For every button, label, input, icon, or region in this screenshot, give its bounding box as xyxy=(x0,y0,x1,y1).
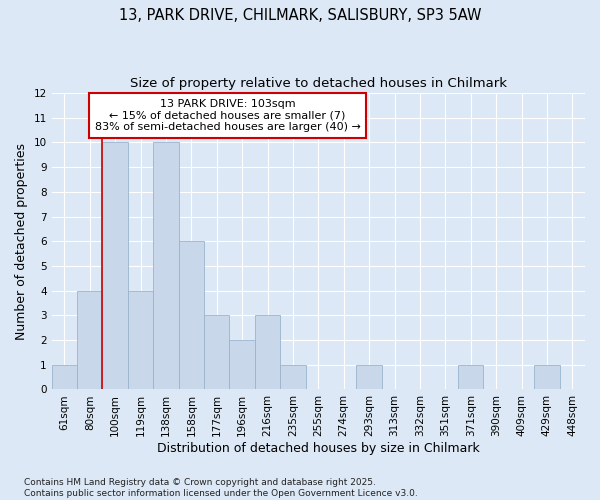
Bar xyxy=(103,142,128,390)
Text: Contains HM Land Registry data © Crown copyright and database right 2025.
Contai: Contains HM Land Registry data © Crown c… xyxy=(24,478,418,498)
Bar xyxy=(179,242,204,390)
Bar xyxy=(458,365,484,390)
Bar xyxy=(229,340,255,390)
Bar xyxy=(356,365,382,390)
X-axis label: Distribution of detached houses by size in Chilmark: Distribution of detached houses by size … xyxy=(157,442,480,455)
Bar xyxy=(77,290,103,390)
Bar xyxy=(255,316,280,390)
Y-axis label: Number of detached properties: Number of detached properties xyxy=(15,143,28,340)
Title: Size of property relative to detached houses in Chilmark: Size of property relative to detached ho… xyxy=(130,78,507,90)
Bar xyxy=(153,142,179,390)
Text: 13, PARK DRIVE, CHILMARK, SALISBURY, SP3 5AW: 13, PARK DRIVE, CHILMARK, SALISBURY, SP3… xyxy=(119,8,481,22)
Bar xyxy=(128,290,153,390)
Bar xyxy=(52,365,77,390)
Bar xyxy=(204,316,229,390)
Bar xyxy=(280,365,305,390)
Text: 13 PARK DRIVE: 103sqm
← 15% of detached houses are smaller (7)
83% of semi-detac: 13 PARK DRIVE: 103sqm ← 15% of detached … xyxy=(95,99,361,132)
Bar xyxy=(534,365,560,390)
